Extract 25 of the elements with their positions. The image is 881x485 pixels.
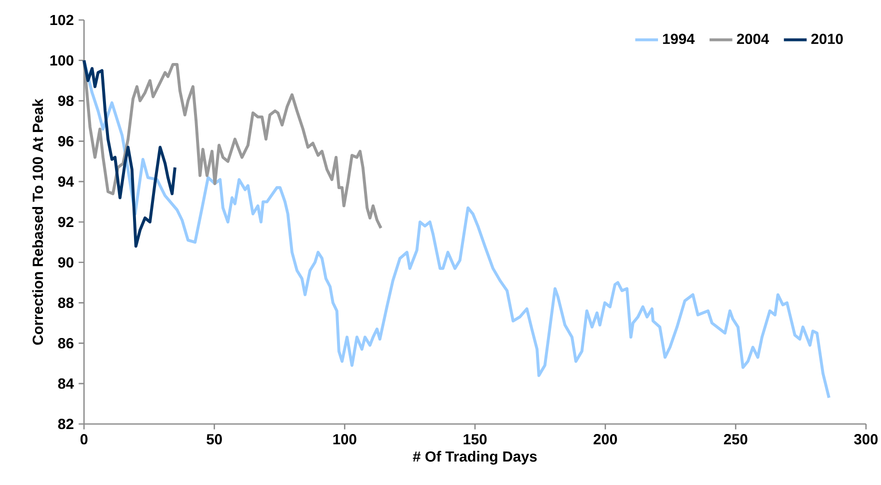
x-tick-label: 300 (854, 434, 878, 444)
y-tick-label: 82 (58, 418, 74, 430)
x-tick-label: 200 (594, 434, 617, 444)
y-tick-label: 98 (58, 96, 74, 106)
x-tick-label: 100 (333, 434, 356, 444)
line-series (82, 58, 382, 230)
y-tick-label: 96 (58, 136, 74, 146)
y-tick-label: 100 (50, 55, 74, 66)
y-tick-label: 84 (58, 378, 74, 389)
x-tick-label: 150 (464, 434, 487, 444)
y-tick-label: 90 (58, 257, 74, 268)
x-tick-label: 0 (80, 434, 88, 444)
y-tick-label: 88 (58, 298, 74, 308)
x-axis-title: # Of Trading Days (412, 450, 537, 465)
y-tick-label: 86 (58, 338, 74, 348)
legend-label: 2004 (736, 34, 769, 44)
legend-label: 1994 (663, 34, 695, 44)
x-tick-label: 50 (206, 434, 222, 444)
legend-label: 2010 (811, 34, 843, 44)
y-tick-label: 94 (58, 176, 74, 187)
x-tick-label: 250 (724, 434, 748, 444)
y-tick-label: 102 (50, 14, 74, 26)
y-axis-title: Correction Rebased To 100 At Peak (32, 98, 44, 345)
y-tick-label: 92 (58, 216, 74, 228)
line-series (82, 58, 176, 248)
